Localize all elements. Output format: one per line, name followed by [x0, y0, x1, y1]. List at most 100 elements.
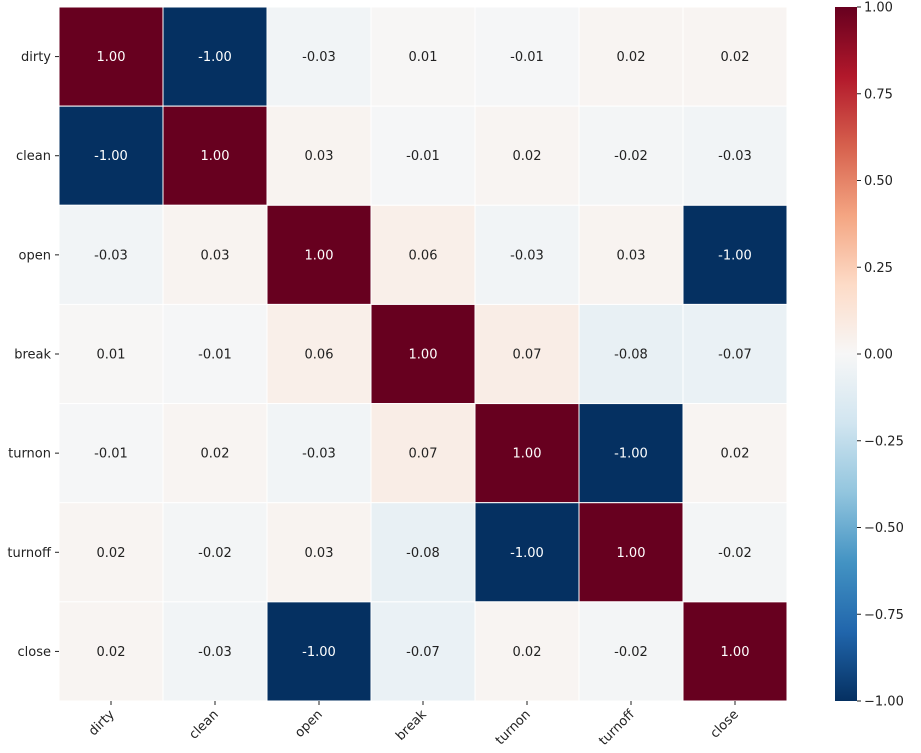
heatmap-cell: -0.02 [682, 502, 788, 603]
heatmap-cell: -0.03 [474, 204, 580, 305]
cell-label: 0.06 [409, 248, 438, 263]
cell-label: -0.03 [302, 447, 336, 462]
cell-rect [58, 502, 164, 603]
cell-label: 1.00 [721, 645, 750, 660]
cell-rect [682, 303, 788, 405]
cell-label: 1.00 [305, 248, 334, 263]
cell-label: -0.01 [94, 447, 128, 462]
cell-rect [370, 204, 476, 305]
heatmap-cell: -0.03 [162, 601, 268, 702]
cell-label: 1.00 [201, 149, 230, 164]
x-tick-label: clean [186, 707, 221, 742]
cell-label: -0.02 [198, 546, 232, 561]
cell-label: -0.02 [614, 149, 648, 164]
cell-label: -0.02 [718, 546, 752, 561]
heatmap-cell: 0.03 [162, 204, 268, 305]
colorbar-tick-label: −0.50 [864, 521, 904, 536]
cell-rect [370, 601, 476, 702]
cell-label: 1.00 [617, 546, 646, 561]
cell-label: 0.02 [513, 149, 542, 164]
cell-label: -1.00 [94, 149, 128, 164]
heatmap-cell: -0.02 [578, 105, 684, 206]
cell-label: 1.00 [513, 447, 542, 462]
heatmap-cell: -0.03 [266, 403, 372, 504]
y-tick-label: clean [16, 149, 51, 164]
colorbar-tick-label: 0.50 [864, 174, 893, 189]
cell-rect [58, 204, 164, 305]
cell-label: 0.01 [409, 50, 438, 65]
heatmap-cell: 0.02 [682, 6, 788, 107]
cell-label: -0.03 [302, 50, 336, 65]
heatmap-cell: -0.01 [162, 303, 268, 405]
cell-label: 0.07 [513, 348, 542, 363]
cell-label: -0.03 [718, 149, 752, 164]
cell-rect [162, 502, 268, 603]
cell-rect [58, 601, 164, 702]
cell-rect [58, 403, 164, 504]
colorbar-tick-label: 1.00 [864, 1, 893, 16]
y-tick-label: turnon [8, 447, 51, 462]
heatmap-cell: 0.02 [58, 601, 164, 702]
colorbar [835, 7, 857, 701]
cell-label: -0.01 [406, 149, 440, 164]
cell-rect [266, 204, 372, 305]
cell-label: 0.01 [97, 348, 126, 363]
x-tick-label: open [292, 707, 326, 741]
heatmap-cell: -0.03 [682, 105, 788, 206]
heatmap-cell: -0.08 [578, 303, 684, 405]
cell-label: 0.02 [513, 645, 542, 660]
heatmap-cell: -1.00 [162, 6, 268, 107]
heatmap-cell: -0.07 [370, 601, 476, 702]
heatmap-cell: 1.00 [370, 303, 476, 405]
colorbar-tick-label: −0.75 [864, 608, 904, 623]
heatmap-cell: -0.08 [370, 502, 476, 603]
heatmap-cell: 0.07 [474, 303, 580, 405]
heatmap-cell: 0.02 [682, 403, 788, 504]
cell-rect [578, 6, 684, 107]
cell-label: -1.00 [510, 546, 544, 561]
cell-rect [682, 403, 788, 504]
cell-label: -0.08 [406, 546, 440, 561]
heatmap-cell: -1.00 [682, 204, 788, 305]
heatmap-cell: 0.07 [370, 403, 476, 504]
cell-label: -1.00 [302, 645, 336, 660]
x-tick-label: close [708, 707, 742, 741]
heatmap-cell: 0.02 [474, 105, 580, 206]
y-tick-label: dirty [21, 50, 51, 65]
cell-rect [266, 601, 372, 702]
x-tick-label: turnoff [596, 706, 638, 748]
cell-label: 1.00 [97, 50, 126, 65]
cell-rect [682, 502, 788, 603]
cell-rect [578, 601, 684, 702]
cell-label: 0.06 [305, 348, 334, 363]
heatmap-cell: -0.03 [58, 204, 164, 305]
cell-rect [162, 204, 268, 305]
y-tick-label: turnoff [7, 546, 52, 561]
heatmap-cell: 0.02 [578, 6, 684, 107]
heatmap-cell: -0.01 [474, 6, 580, 107]
cell-rect [266, 403, 372, 504]
heatmap-cell: 1.00 [474, 403, 580, 504]
y-tick-label: open [19, 248, 51, 263]
heatmap-cell: 1.00 [578, 502, 684, 603]
cell-rect [370, 502, 476, 603]
heatmap-cell: -0.01 [58, 403, 164, 504]
cell-label: -1.00 [718, 248, 752, 263]
cell-label: 0.02 [97, 645, 126, 660]
cell-rect [266, 6, 372, 107]
heatmap-cell: 0.03 [578, 204, 684, 305]
cell-label: 0.02 [721, 50, 750, 65]
heatmap-cell: -1.00 [578, 403, 684, 504]
cell-rect [58, 105, 164, 206]
heatmap-cell: 0.02 [58, 502, 164, 603]
colorbar-tick-label: −0.25 [864, 434, 904, 449]
cell-label: -0.03 [198, 645, 232, 660]
colorbar-tick-label: −1.00 [864, 695, 904, 710]
heatmap-cell: -1.00 [266, 601, 372, 702]
heatmap-cell: -1.00 [58, 105, 164, 206]
heatmap-cell: 0.06 [266, 303, 372, 405]
cell-rect [682, 601, 788, 702]
cell-label: -0.01 [510, 50, 544, 65]
heatmap-cell: 1.00 [266, 204, 372, 305]
